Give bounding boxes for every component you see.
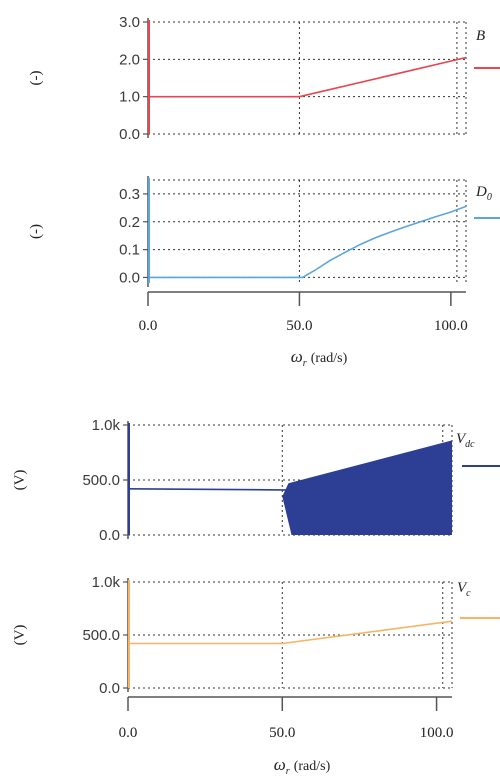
x-axis-label: ωr (rad/s): [291, 347, 348, 369]
y-tick-label: 2.0: [119, 51, 140, 68]
y-tick-label: 1.0: [119, 89, 140, 106]
y-axis-label: (-): [28, 224, 44, 239]
y-tick-label: 3.0: [119, 14, 140, 31]
y-tick-label: 500.0: [82, 627, 120, 644]
series-line-1: [128, 620, 453, 645]
chart-panel-2: 0.0 0.1 0.2 0.3 (-) D0 0.0 50.0 100.0 ωr (rad/s): [28, 176, 500, 369]
x-tick-label: 50.0: [269, 725, 295, 741]
y-tick-label: 0.0: [99, 527, 120, 544]
y-tick-label: 0.0: [99, 680, 120, 697]
y-tick-label: 500.0: [82, 472, 120, 489]
y-tick-label: 0.2: [119, 214, 140, 231]
chart-panel-4: 0.0 500.0 1.0k (V) Vc 0.0 50.0 100.0 ωr (rad/s): [12, 574, 500, 776]
x-tick-label: 100.0: [434, 318, 468, 334]
legend-label: D0: [475, 184, 492, 203]
y-axis-label: (-): [28, 71, 44, 86]
legend-label: Vdc: [456, 431, 475, 450]
x-tick-label: 100.0: [420, 725, 454, 741]
chart-panel-3: 0.0 500.0 1.0k (V) Vdc: [12, 417, 500, 544]
x-tick-label: 0.0: [139, 318, 158, 334]
x-tick-label: 50.0: [286, 318, 312, 334]
legend-label: B: [476, 28, 485, 44]
x-tick-label: 0.0: [119, 725, 138, 741]
chart-panel-1: 0.0 1.0 2.0 3.0 (-) B: [28, 14, 500, 143]
series-envelope-fill: [282, 440, 452, 535]
y-axis-label: (V): [12, 625, 28, 646]
y-tick-label: 1.0k: [92, 417, 121, 434]
y-tick-label: 0.3: [119, 186, 140, 203]
y-tick-label: 0.1: [119, 242, 140, 259]
x-axis-label: ωr (rad/s): [274, 755, 331, 776]
y-tick-label: 0.0: [119, 126, 140, 143]
legend-label: Vc: [457, 580, 471, 599]
series-line-1: [148, 205, 467, 279]
y-tick-label: 0.0: [119, 269, 140, 286]
y-axis-label: (V): [12, 470, 28, 491]
y-tick-label: 1.0k: [92, 574, 121, 591]
series-line-1: [148, 56, 467, 98]
